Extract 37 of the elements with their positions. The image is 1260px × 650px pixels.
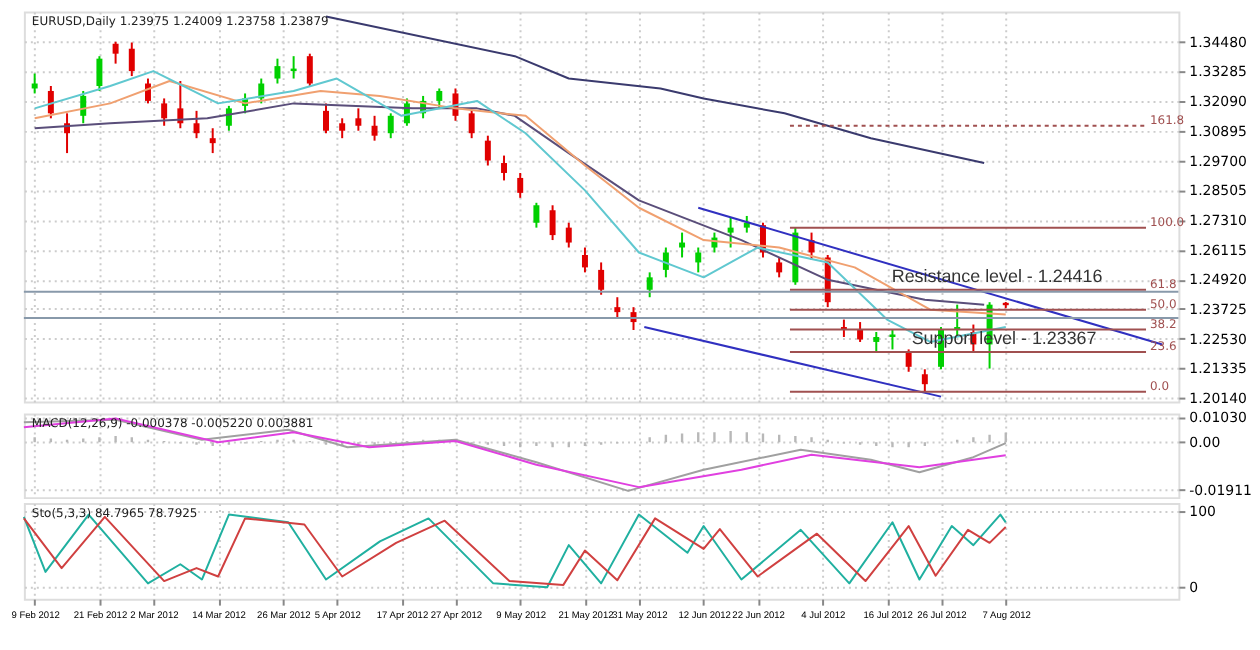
candlestick — [695, 246, 702, 274]
candlestick — [47, 84, 54, 120]
candlestick — [209, 127, 216, 155]
candlestick — [193, 109, 200, 140]
line-series — [325, 15, 986, 165]
candlestick — [128, 41, 135, 78]
candlestick — [889, 328, 896, 351]
candlestick — [598, 261, 605, 296]
candlestick — [484, 134, 491, 167]
candlestick — [533, 201, 540, 229]
candlestick — [371, 114, 378, 142]
candlestick — [646, 271, 653, 299]
candlestick — [921, 368, 928, 393]
candlestick — [517, 171, 524, 199]
candlestick — [323, 102, 329, 135]
candlestick — [80, 89, 87, 125]
candlestick — [565, 221, 572, 249]
candlestick — [549, 204, 556, 242]
candlestick — [225, 104, 232, 132]
candlestick — [679, 231, 686, 259]
candlestick — [581, 246, 588, 274]
candlestick — [112, 40, 119, 65]
candlestick — [306, 52, 313, 87]
candlestick — [905, 348, 912, 373]
candlestick — [96, 55, 103, 92]
candlestick — [662, 246, 669, 279]
candlestick — [873, 331, 880, 353]
candlestick — [614, 296, 621, 319]
candlestick — [387, 112, 394, 140]
candlestick — [274, 57, 281, 85]
candlestick — [355, 107, 362, 132]
candlestick — [339, 117, 346, 140]
candlestick — [727, 216, 734, 249]
candlestick — [161, 97, 168, 127]
candlestick — [776, 256, 783, 279]
candlestick — [501, 154, 508, 182]
candlestick — [468, 109, 475, 140]
